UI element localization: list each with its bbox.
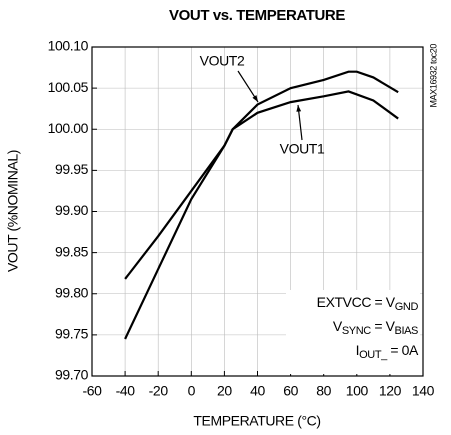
plot-frame: [91, 46, 424, 377]
y-tick-label: 100.10: [48, 38, 89, 54]
x-tick-label: 140: [412, 383, 435, 399]
conditions-box: [286, 290, 420, 374]
arrow-head: [296, 105, 302, 112]
condition-part: EXTVCC = V: [317, 294, 396, 310]
x-tick-label: -40: [116, 383, 136, 399]
subscript: GND: [395, 301, 419, 313]
condition-text: EXTVCC = VGND: [317, 294, 419, 313]
x-tick-label: 40: [250, 383, 265, 399]
condition-text: IOUT_ = 0A: [356, 342, 419, 361]
condition-part: = 0A: [387, 342, 419, 358]
y-tick-label: 99.80: [55, 284, 89, 300]
side-note: MAX16932 toc20: [428, 44, 438, 108]
y-tick-label: 99.95: [55, 161, 89, 177]
y-tick-label: 99.85: [55, 243, 89, 259]
y-tick-label: 100.00: [48, 120, 89, 136]
subscript: SYNC: [342, 325, 371, 337]
arrow-head: [252, 95, 258, 102]
series-label: VOUT1: [280, 141, 325, 157]
x-tick-label: 60: [283, 383, 298, 399]
x-tick-label: -60: [82, 383, 102, 399]
condition-part: = V: [371, 318, 396, 334]
x-tick-label: 80: [316, 383, 331, 399]
series-line: [124, 90, 399, 280]
condition-part: I: [356, 342, 360, 358]
condition-text: VSYNC = VBIAS: [333, 318, 418, 337]
y-tick-label: 99.70: [55, 367, 89, 383]
x-tick-label: -20: [149, 383, 169, 399]
y-axis-label: VOUT (%NOMINAL): [5, 150, 21, 272]
x-tick-label: 100: [346, 383, 369, 399]
y-tick-label: 99.90: [55, 202, 89, 218]
subscript: OUT_: [359, 349, 388, 361]
x-tick-label: 20: [217, 383, 232, 399]
y-tick-label: 100.05: [48, 79, 89, 95]
x-tick-label: 120: [379, 383, 402, 399]
x-tick-label: 0: [188, 383, 196, 399]
x-axis-label: TEMPERATURE (°C): [193, 413, 320, 429]
series-line: [124, 70, 399, 340]
subscript: BIAS: [395, 325, 419, 337]
series-label: VOUT2: [200, 53, 245, 69]
y-tick-label: 99.75: [55, 326, 89, 342]
condition-part: V: [333, 318, 343, 334]
chart-title: VOUT vs. TEMPERATURE: [169, 7, 345, 24]
